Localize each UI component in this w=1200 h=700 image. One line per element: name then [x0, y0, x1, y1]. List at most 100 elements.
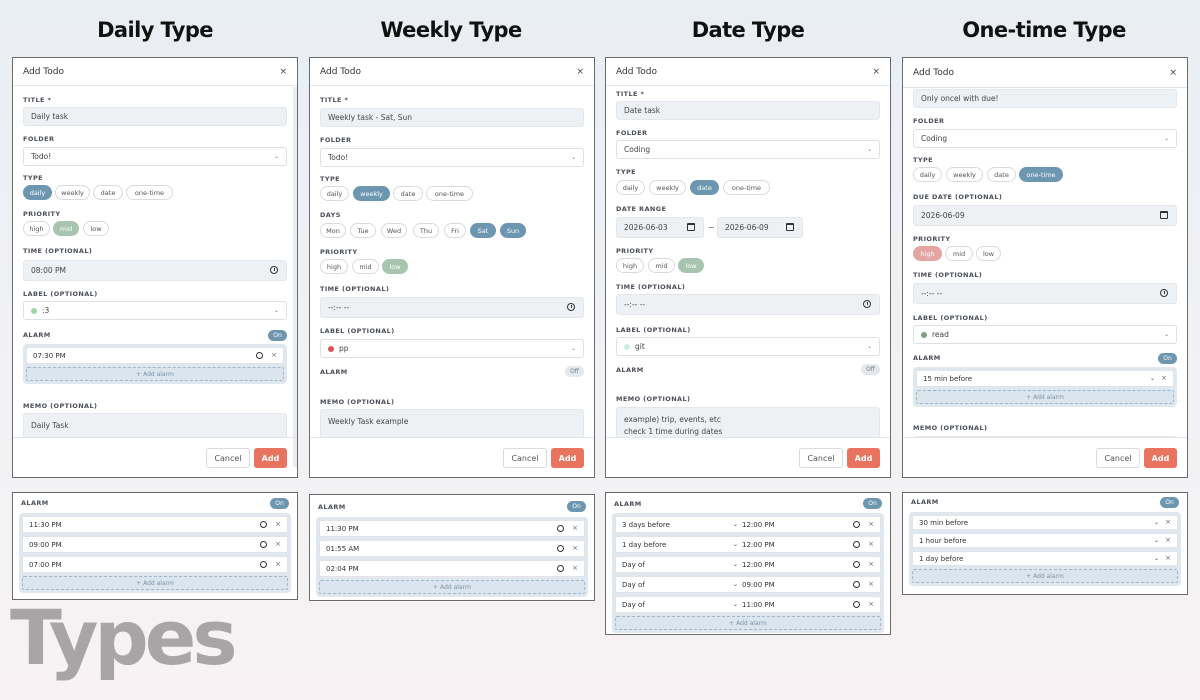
type-date-pill[interactable]: date [93, 185, 123, 200]
clock-icon[interactable] [256, 352, 263, 359]
alarm-time[interactable]: 09:00 PM [742, 580, 775, 589]
close-icon[interactable]: × [279, 66, 287, 77]
folder-select[interactable]: Coding ⌄ [913, 129, 1177, 148]
clock-icon[interactable] [260, 541, 267, 548]
remove-alarm-icon[interactable]: × [1161, 374, 1167, 382]
type-daily-pill[interactable]: daily [616, 180, 645, 195]
alarm-offset-select[interactable]: 1 hour before [919, 536, 967, 545]
range-end-input[interactable]: 2026-06-09 [717, 217, 803, 238]
alarm-time[interactable]: 07:30 PM [33, 351, 66, 360]
clock-icon[interactable] [1160, 289, 1168, 297]
alarm-toggle[interactable]: On [268, 330, 287, 341]
add-alarm-button[interactable]: + Add alarm [916, 390, 1174, 404]
remove-alarm-icon[interactable]: × [275, 540, 281, 548]
clock-icon[interactable] [557, 545, 564, 552]
add-alarm-button[interactable]: + Add alarm [26, 367, 284, 381]
add-button[interactable]: Add [551, 448, 584, 468]
day-mon-pill[interactable]: Mon [320, 223, 346, 238]
cancel-button[interactable]: Cancel [1096, 448, 1140, 468]
close-icon[interactable]: × [872, 66, 880, 77]
close-icon[interactable]: × [1169, 67, 1177, 78]
type-onetime-pill[interactable]: one-time [1019, 167, 1063, 182]
alarm-toggle[interactable]: On [1158, 353, 1177, 364]
alarm-toggle[interactable]: Off [565, 366, 584, 377]
day-sun-pill[interactable]: Sun [500, 223, 526, 238]
calendar-icon[interactable] [786, 223, 794, 231]
type-daily-pill[interactable]: daily [913, 167, 942, 182]
alarm-toggle[interactable]: On [1160, 497, 1179, 508]
alarm-time[interactable]: 01:55 AM [326, 544, 360, 553]
alarm-time[interactable]: 12:00 PM [742, 560, 775, 569]
alarm-toggle[interactable]: Off [861, 364, 880, 375]
title-input[interactable]: Only oncel with due! [913, 89, 1177, 108]
add-alarm-button[interactable]: + Add alarm [912, 569, 1178, 583]
time-input[interactable]: --:-- -- [616, 294, 880, 315]
clock-icon[interactable] [863, 300, 871, 308]
type-weekly-pill[interactable]: weekly [649, 180, 686, 195]
day-sat-pill[interactable]: Sat [470, 223, 496, 238]
priority-mid-pill[interactable]: mid [53, 221, 79, 236]
memo-textarea[interactable]: Daily Task [23, 413, 287, 437]
alarm-toggle[interactable]: On [863, 498, 882, 509]
priority-high-pill[interactable]: high [616, 258, 644, 273]
add-alarm-button[interactable]: + Add alarm [319, 580, 585, 594]
remove-alarm-icon[interactable]: × [271, 351, 277, 359]
clock-icon[interactable] [853, 521, 860, 528]
folder-select[interactable]: Todo! ⌄ [23, 147, 287, 166]
clock-icon[interactable] [260, 561, 267, 568]
add-alarm-button[interactable]: + Add alarm [615, 616, 881, 630]
type-weekly-pill[interactable]: weekly [55, 185, 90, 200]
clock-icon[interactable] [567, 303, 575, 311]
alarm-toggle[interactable]: On [567, 501, 586, 512]
close-icon[interactable]: × [576, 66, 584, 77]
priority-high-pill[interactable]: high [23, 221, 50, 236]
alarm-time[interactable]: 11:30 PM [29, 520, 62, 529]
remove-alarm-icon[interactable]: × [572, 564, 578, 572]
priority-mid-pill[interactable]: mid [352, 259, 379, 274]
alarm-time[interactable]: 12:00 PM [742, 520, 775, 529]
clock-icon[interactable] [853, 561, 860, 568]
alarm-time[interactable]: 07:00 PM [29, 560, 62, 569]
remove-alarm-icon[interactable]: × [1165, 554, 1171, 562]
day-tue-pill[interactable]: Tue [350, 223, 376, 238]
title-input[interactable]: Weekly task - Sat, Sun [320, 108, 584, 127]
clock-icon[interactable] [557, 565, 564, 572]
cancel-button[interactable]: Cancel [206, 448, 250, 468]
alarm-offset-select[interactable]: 1 day before [622, 540, 667, 549]
remove-alarm-icon[interactable]: × [868, 600, 874, 608]
priority-low-pill[interactable]: low [678, 258, 704, 273]
day-thu-pill[interactable]: Thu [413, 223, 439, 238]
remove-alarm-icon[interactable]: × [868, 580, 874, 588]
priority-mid-pill[interactable]: mid [945, 246, 973, 261]
clock-icon[interactable] [270, 266, 278, 274]
calendar-icon[interactable] [687, 223, 695, 231]
remove-alarm-icon[interactable]: × [868, 540, 874, 548]
remove-alarm-icon[interactable]: × [275, 520, 281, 528]
type-weekly-pill[interactable]: weekly [946, 167, 983, 182]
priority-mid-pill[interactable]: mid [648, 258, 675, 273]
range-start-input[interactable]: 2026-06-03 [616, 217, 704, 238]
clock-icon[interactable] [853, 581, 860, 588]
title-input[interactable]: Daily task [23, 107, 287, 126]
alarm-time[interactable]: 02:04 PM [326, 564, 359, 573]
priority-low-pill[interactable]: low [382, 259, 408, 274]
priority-low-pill[interactable]: low [83, 221, 109, 236]
alarm-time[interactable]: 12:00 PM [742, 540, 775, 549]
alarm-offset-select[interactable]: 30 min before [919, 518, 969, 527]
remove-alarm-icon[interactable]: × [1165, 536, 1171, 544]
day-wed-pill[interactable]: Wed [381, 223, 407, 238]
title-input[interactable]: Date task [616, 101, 880, 120]
day-fri-pill[interactable]: Fri [444, 223, 466, 238]
alarm-offset-select[interactable]: 15 min before [923, 374, 973, 383]
type-onetime-pill[interactable]: one-time [126, 185, 173, 200]
cancel-button[interactable]: Cancel [503, 448, 547, 468]
clock-icon[interactable] [853, 601, 860, 608]
remove-alarm-icon[interactable]: × [572, 544, 578, 552]
add-button[interactable]: Add [254, 448, 287, 468]
alarm-offset-select[interactable]: Day of [622, 600, 645, 609]
folder-select[interactable]: Todo! ⌄ [320, 148, 584, 167]
alarm-time[interactable]: 11:00 PM [742, 600, 775, 609]
remove-alarm-icon[interactable]: × [1165, 518, 1171, 526]
due-date-input[interactable]: 2026-06-09 [913, 205, 1177, 226]
remove-alarm-icon[interactable]: × [868, 560, 874, 568]
